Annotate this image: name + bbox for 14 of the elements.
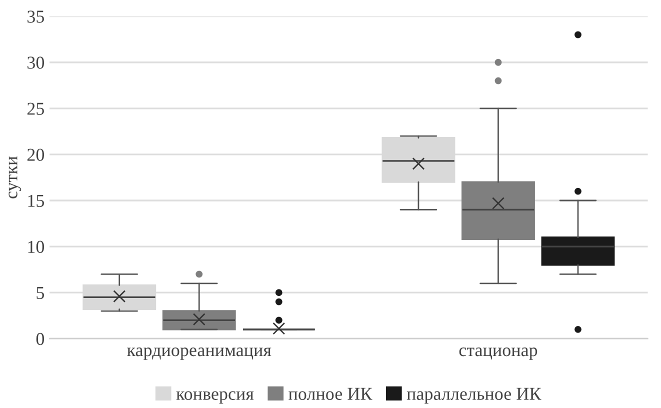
- legend-label: полное ИК: [288, 388, 372, 400]
- legend-label: параллельное ИК: [406, 388, 542, 404]
- x-tick-label: кардиореанимация: [127, 348, 272, 360]
- y-tick-label: 15: [28, 194, 44, 207]
- y-tick-label: 20: [27, 148, 44, 161]
- x-tick-label: стационар: [459, 348, 538, 360]
- y-tick-label: 30: [28, 56, 44, 69]
- y-tick-label: 0: [36, 332, 44, 346]
- y-tick-label: 10: [28, 240, 44, 253]
- y-axis-title: сутки: [8, 156, 22, 198]
- y-tick-label: 25: [27, 102, 44, 115]
- y-tick-label: 35: [28, 10, 44, 23]
- legend-label: конверсия: [176, 391, 254, 404]
- y-tick-label: 5: [36, 287, 44, 300]
